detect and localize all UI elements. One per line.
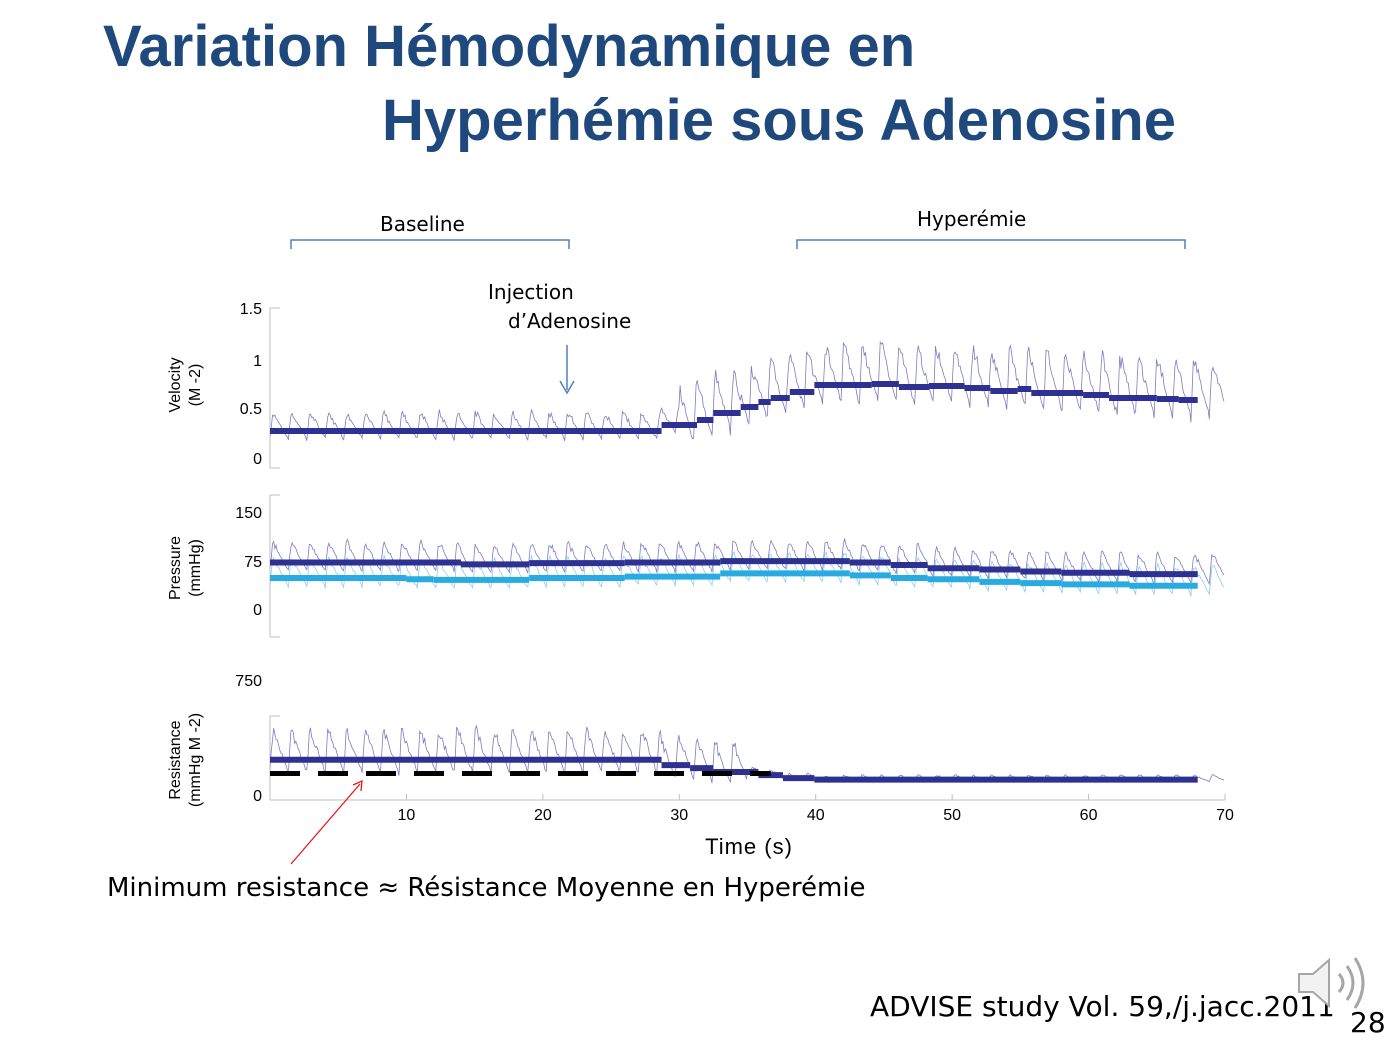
phase-brackets — [290, 239, 1186, 249]
y-tick-label: 1 — [253, 353, 262, 370]
title-line-1: Variation Hémodynamique en — [103, 14, 916, 79]
x-axis-label: Time (s) — [705, 834, 793, 859]
hyperemia-label: Hyperémie — [917, 207, 1026, 231]
x-tick-label: 30 — [670, 807, 688, 824]
baseline-label: Baseline — [380, 212, 465, 236]
y-axis-label-line1: Pressure — [167, 536, 184, 600]
x-tick-label: 70 — [1216, 807, 1234, 824]
slide-number: 28 — [1350, 1006, 1386, 1039]
x-tick-label: 60 — [1080, 807, 1098, 824]
y-axis-label-line2: (mmHg) — [187, 539, 204, 597]
y-tick-label: 750 — [235, 673, 262, 690]
injection-arrow — [559, 345, 575, 395]
y-tick-label: 75 — [244, 554, 262, 571]
hyperemia-bracket — [796, 239, 1186, 249]
injection-label-line1: Injection — [488, 280, 574, 304]
citation-footer: ADVISE study Vol. 59,/j.jacc.2011 — [870, 990, 1335, 1023]
minimum-resistance-arrow — [290, 779, 363, 865]
baseline-bracket — [290, 239, 570, 249]
trace-1-1 — [269, 550, 1225, 597]
y-axis-label-2: Resistance (mmHg M -2) — [167, 713, 204, 807]
y-tick-label: 0 — [253, 788, 262, 805]
y-tick-label: 150 — [235, 505, 262, 522]
x-tick-label: 10 — [398, 807, 416, 824]
y-tick-label: 0.5 — [240, 401, 262, 418]
minimum-resistance-note: Minimum resistance ≈ Résistance Moyenne … — [107, 873, 866, 903]
y-tick-label: 0 — [253, 451, 262, 468]
y-tick-label: 0 — [253, 602, 262, 619]
x-tick-label: 40 — [807, 807, 825, 824]
injection-label-line2: d’Adenosine — [508, 309, 631, 333]
y-tick-label: 1.5 — [240, 301, 262, 318]
chart-series — [270, 381, 1198, 783]
y-axis-label-line1: Velocity — [167, 357, 184, 412]
trace-1-0 — [269, 538, 1225, 586]
y-axis-label-line2: (M -2) — [187, 364, 204, 407]
y-axis-label-line2: (mmHg M -2) — [187, 713, 204, 807]
y-axis-label-0: Velocity (M -2) — [167, 357, 204, 412]
x-tick-label: 20 — [534, 807, 552, 824]
y-axis-label-1: Pressure (mmHg) — [167, 536, 204, 600]
signal-traces — [269, 341, 1225, 784]
trace-2-0 — [269, 724, 1225, 784]
speaker-icon[interactable] — [1293, 952, 1373, 1014]
y-axis-label-line1: Resistance — [167, 720, 184, 799]
title-line-2: Hyperhémie sous Adenosine — [382, 88, 1176, 153]
x-tick-label: 50 — [943, 807, 961, 824]
trace-0-0 — [269, 341, 1225, 442]
